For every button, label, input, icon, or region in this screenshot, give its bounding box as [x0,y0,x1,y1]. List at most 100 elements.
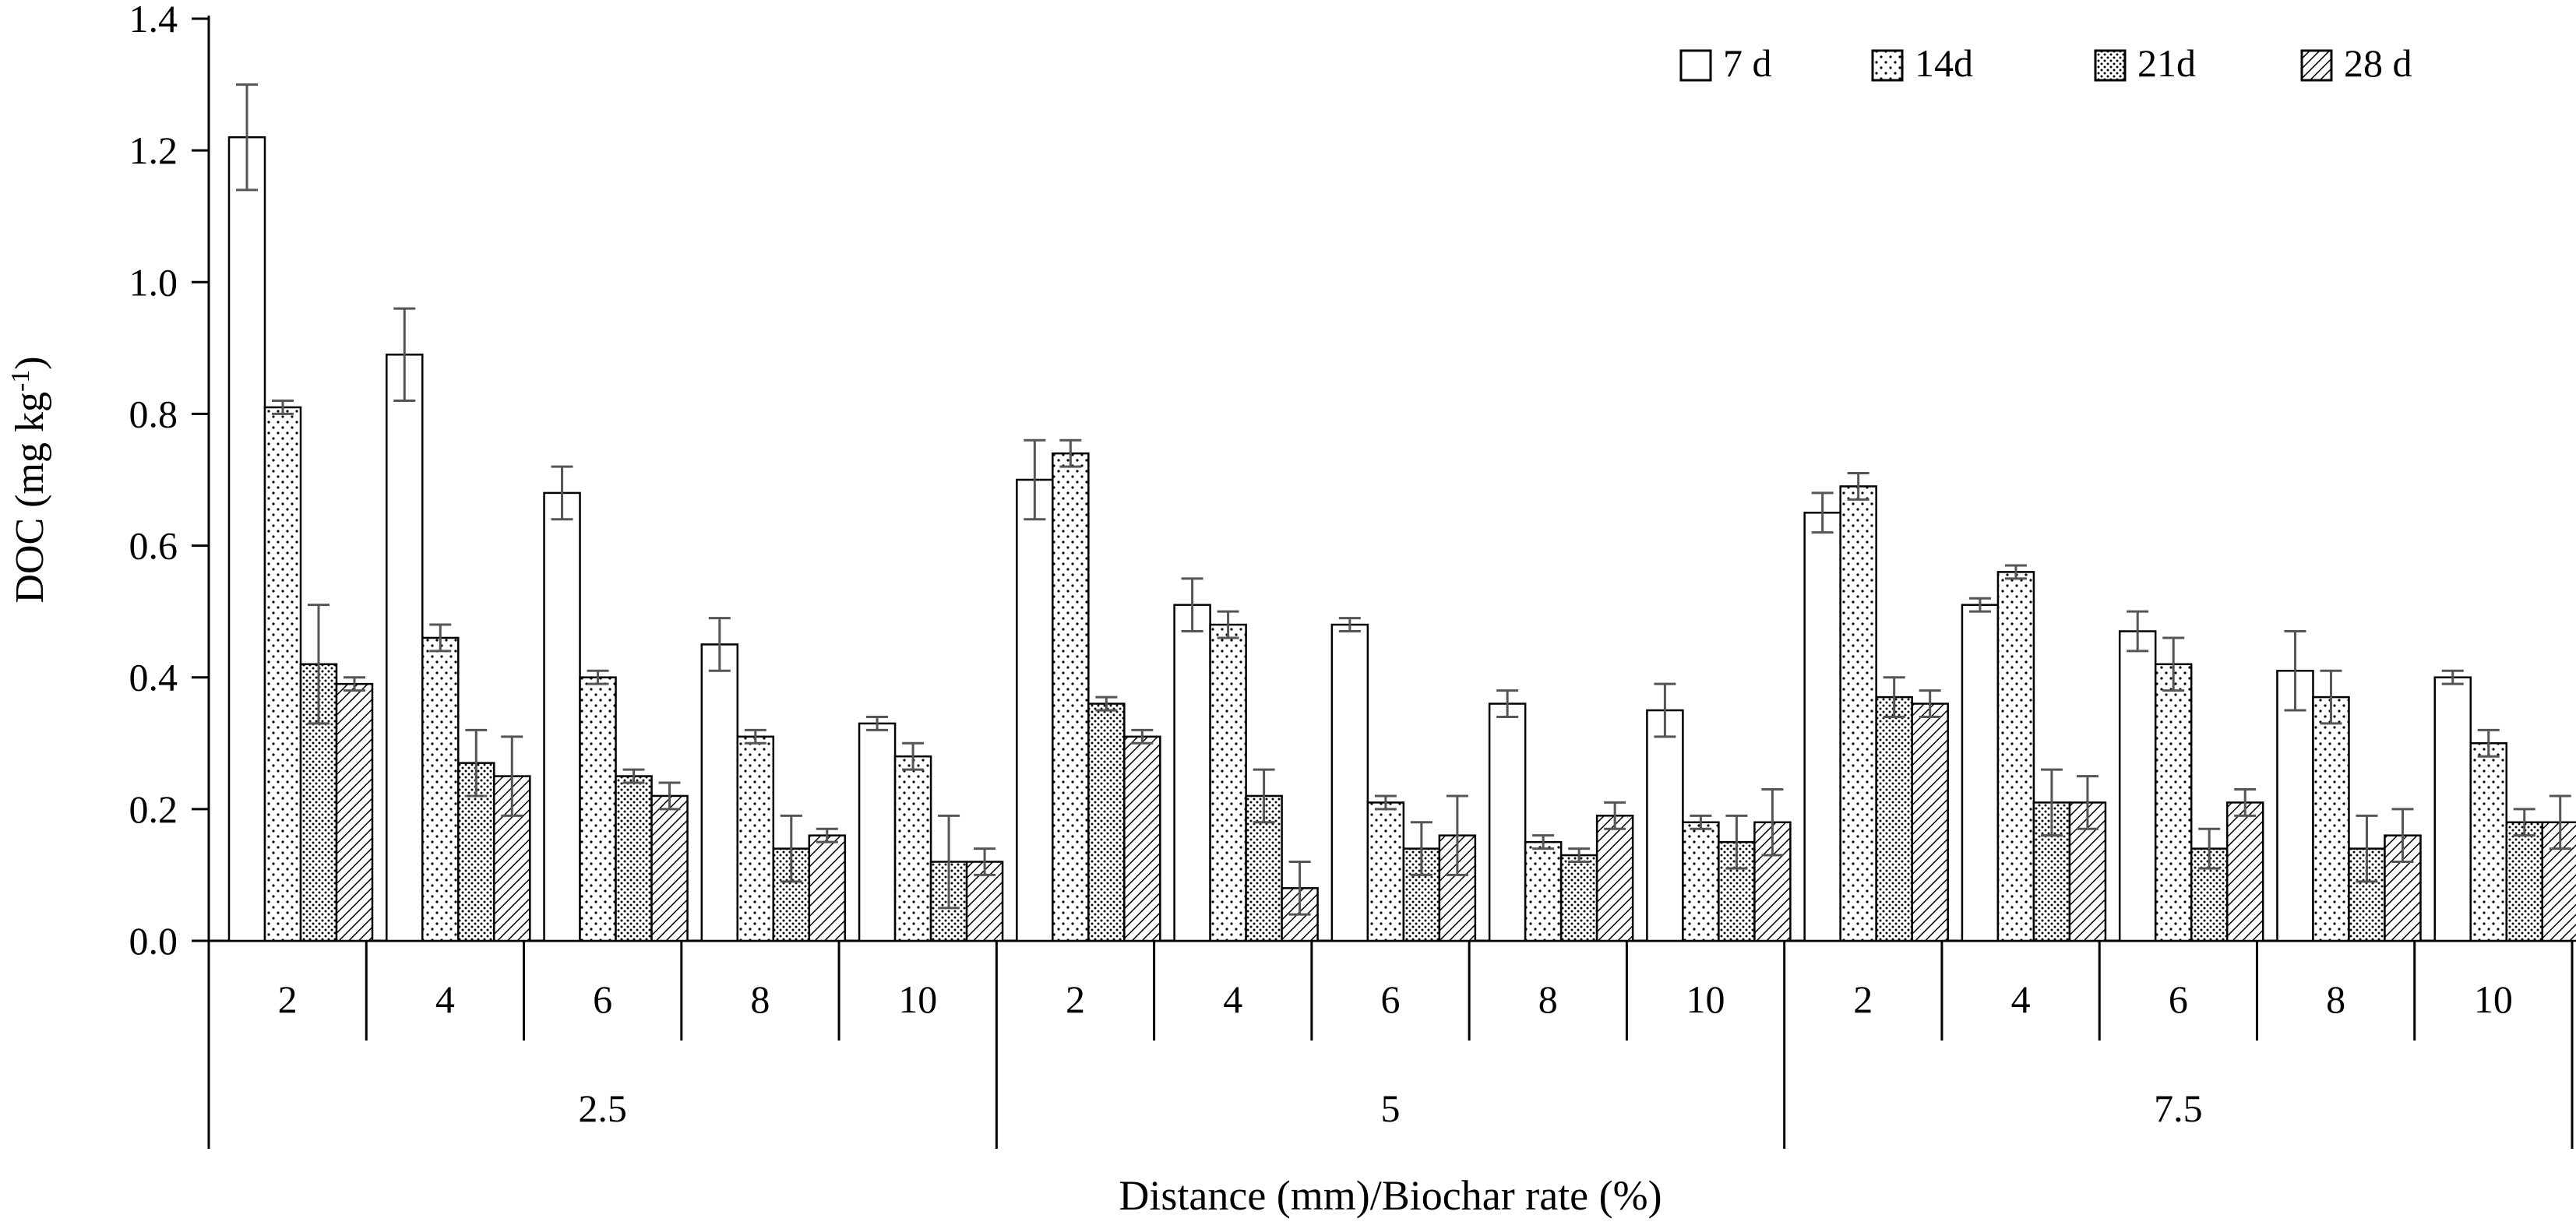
y-axis-label-main: DOC (mg kg [8,392,52,604]
bar [263,406,302,942]
bar [1595,815,1634,942]
bar [736,735,775,942]
error-bar [2040,768,2063,837]
bar [1875,695,1913,942]
error-bar [393,307,416,403]
error-bar [1532,834,1555,850]
category-label: 2 [1066,977,1085,1021]
error-bar [551,465,573,521]
bar [1330,623,1369,942]
error-bar [1095,695,1118,712]
error-bar [1374,794,1397,811]
legend: 7 d 14d 21d 28 d [1679,41,2412,85]
bar [1911,703,1949,942]
bar [2118,630,2157,942]
error-bar [272,400,294,415]
error-bar [1690,814,1712,830]
error-bar [938,814,960,910]
y-tick-label: 1.2 [129,129,178,172]
error-bar [622,768,645,784]
error-bar [1568,847,1591,864]
error-bar [2284,630,2306,712]
bar [2469,742,2507,942]
bar [2225,801,2264,942]
legend-label: 28 d [2344,41,2412,85]
category-label: 10 [898,977,937,1021]
legend-label: 7 d [1723,41,1772,85]
error-bar [744,728,766,745]
y-tick-label: 0.0 [129,919,178,963]
legend-swatch [2300,49,2333,82]
category-label: 2 [1853,977,1873,1021]
error-bar [2004,564,2027,580]
error-bar [1181,577,1203,633]
bar [1366,801,1405,942]
y-tick-label: 1.4 [129,0,178,40]
error-bar [1446,794,1468,876]
bar [1803,512,1841,942]
bar [2312,695,2350,942]
error-bar [2549,794,2571,850]
error-bar [902,741,925,771]
bar [579,676,617,942]
error-bar [2320,669,2342,725]
bar [421,636,460,942]
legend-swatch [1679,49,1712,82]
bar [1209,623,1247,942]
bar [615,775,653,942]
error-bar [465,728,488,798]
legend-label: 21d [2137,41,2196,85]
bar [1087,703,1126,942]
error-bar [1725,814,1748,870]
legend-item: 7 d [1679,41,1772,85]
bar [1524,840,1563,942]
error-bar [780,814,802,883]
error-bar [236,83,258,192]
legend-item: 21d [2094,41,2196,85]
error-bar [2076,775,2099,830]
error-bar [1761,787,1784,857]
error-bar [2391,808,2414,864]
bar [1559,854,1598,942]
y-tick-label: 0.6 [129,524,178,568]
bar [1839,485,1877,942]
bar [1488,703,1527,942]
error-bar [1024,438,1046,521]
category-label: 8 [750,977,770,1021]
error-bar [708,617,731,672]
group-label: 7.5 [2154,1086,2203,1130]
error-bar [501,735,523,817]
legend-item: 28 d [2300,41,2412,85]
error-bar [1253,768,1275,824]
error-bar [1968,597,1991,613]
bar [808,834,847,942]
bar [543,491,581,942]
error-bar [1288,861,1311,916]
category-label: 4 [435,977,455,1021]
error-bar [308,604,329,725]
labels: 0.0 0.2 0.4 0.6 0.8 1.0 1.2 1.4 2 4 6 8 10 2.5 2 4 6 8 10 5… [6,0,2513,1219]
error-bar [974,847,996,876]
error-bar [1496,689,1519,718]
y-tick-label: 0.4 [129,656,178,699]
bar [1961,604,2000,942]
bar [1438,834,1477,942]
legend-label: 14d [1915,41,1973,85]
error-bar [1410,821,1432,876]
group-label: 2.5 [578,1086,627,1130]
group-label: 5 [1381,1086,1401,1130]
bar [650,794,689,942]
bar [893,755,932,942]
error-bar [1217,610,1239,639]
error-bar [1131,728,1154,745]
bar [1646,709,1684,942]
error-bar [1847,472,1869,501]
legend-swatch [2094,49,2127,82]
bar [1052,452,1090,942]
y-tick-label: 1.0 [129,260,178,304]
error-bar [1811,491,1834,534]
bar [227,136,266,942]
error-bar [1059,438,1082,468]
error-bar [866,715,889,731]
